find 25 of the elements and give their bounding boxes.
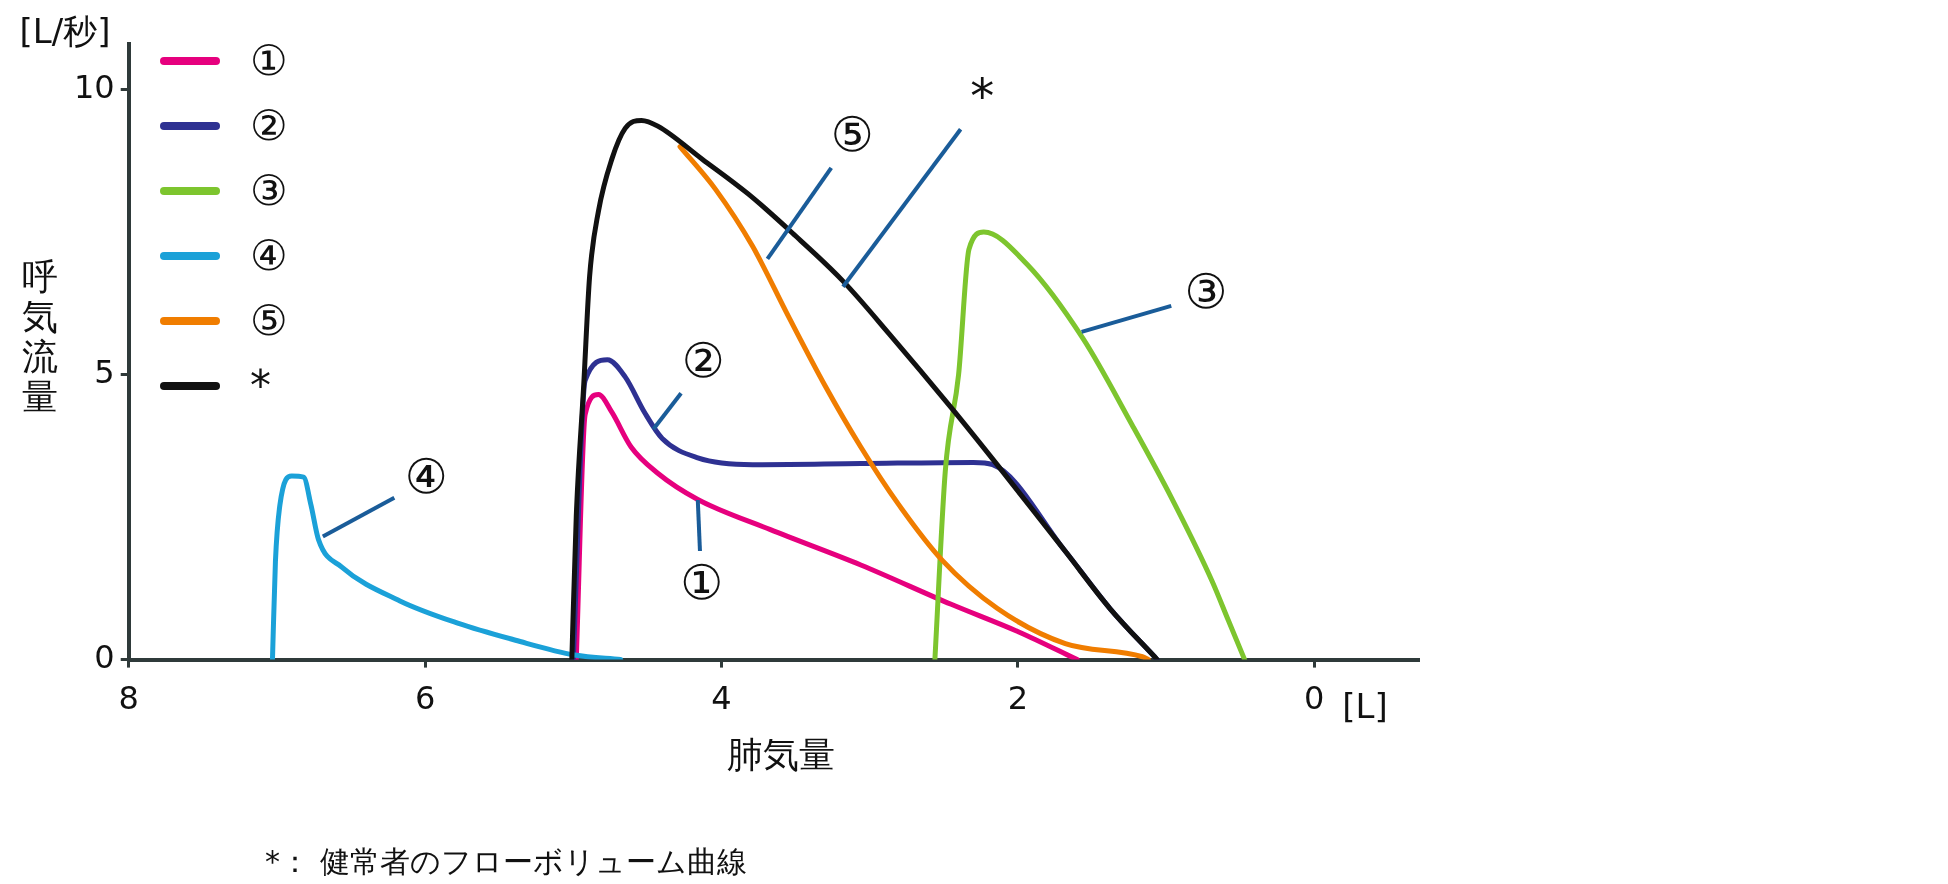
legend-label: ② xyxy=(250,101,288,150)
x-tick-label: 2 xyxy=(1007,679,1029,718)
legend-label: ③ xyxy=(250,166,288,215)
annotation: ② xyxy=(681,332,725,389)
y-tick-label: 10 xyxy=(74,67,115,106)
y-tick-label: 5 xyxy=(94,352,115,391)
legend-label: ⑤ xyxy=(250,296,288,345)
annotation: ⑤ xyxy=(830,105,874,162)
x-tick-label: 8 xyxy=(118,679,139,718)
y-tick-label: 0 xyxy=(94,637,115,676)
legend-label: * xyxy=(250,361,271,410)
x-tick-label: 0 xyxy=(1304,679,1325,718)
x-tick-label: 6 xyxy=(414,679,436,718)
annotation: ③ xyxy=(1184,263,1228,320)
legend-label: ① xyxy=(250,36,288,85)
text: *： 健常者のフローボリューム曲線 xyxy=(265,843,747,879)
x-axis-title: 肺気量 xyxy=(726,733,835,775)
text: [L] xyxy=(1342,686,1388,727)
annotation: ④ xyxy=(404,448,448,505)
x-tick-label: 4 xyxy=(711,679,732,718)
legend-label: ④ xyxy=(250,231,288,280)
text: [L/秒] xyxy=(19,10,111,51)
annotation: ① xyxy=(679,554,724,611)
y-axis-title: 呼気流量 xyxy=(22,256,58,418)
annotation: * xyxy=(970,67,995,124)
